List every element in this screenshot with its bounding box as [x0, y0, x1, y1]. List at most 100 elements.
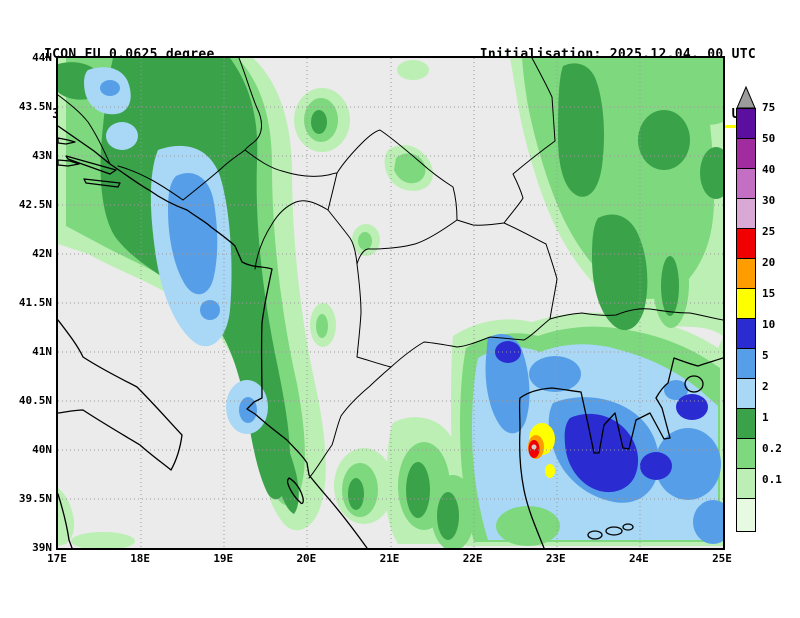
colorbar-label: 5 — [762, 349, 769, 362]
border-line — [182, 149, 246, 201]
x-tick-label: 22E — [462, 552, 483, 565]
border-line — [336, 129, 458, 221]
colorbar-segment — [736, 468, 756, 499]
colorbar-label: 30 — [762, 194, 776, 207]
colorbar-label: 2 — [762, 380, 769, 393]
precip-area — [394, 153, 426, 184]
precip-area — [397, 60, 429, 80]
island-outline — [58, 159, 80, 167]
colorbar-segment — [736, 378, 756, 409]
island-outline — [83, 178, 121, 188]
border-line — [503, 58, 556, 224]
coastline-italy — [58, 319, 183, 471]
precip-area — [100, 80, 120, 96]
colorbar-boxes — [736, 108, 756, 532]
colorbar-label: 25 — [762, 225, 776, 238]
island-outline — [58, 137, 76, 145]
colorbar-label: 15 — [762, 287, 776, 300]
y-tick-label: 42N — [32, 247, 52, 260]
border-line — [549, 308, 723, 321]
x-tick-label: 21E — [379, 552, 400, 565]
y-tick-label: 39N — [32, 541, 52, 554]
precip-area — [655, 428, 721, 500]
precip-area — [638, 110, 690, 170]
precip-area — [664, 380, 688, 400]
border-line — [390, 318, 551, 368]
y-tick-label: 43N — [32, 149, 52, 162]
y-tick-label: 40N — [32, 443, 52, 456]
border-line — [356, 219, 458, 265]
y-tick-label: 41N — [32, 345, 52, 358]
border-line — [58, 94, 111, 165]
colorbar-segment — [736, 498, 756, 532]
colorbar-label: 50 — [762, 132, 776, 145]
precip-area — [670, 58, 723, 125]
colorbar-segment — [736, 438, 756, 469]
x-tick-label: 19E — [213, 552, 234, 565]
colorbar-label: 0.2 — [762, 442, 782, 455]
x-tick-label: 23E — [545, 552, 566, 565]
colorbar-label: 20 — [762, 256, 776, 269]
border-line — [503, 222, 558, 320]
x-tick-label: 25E — [712, 552, 732, 565]
island-outline — [622, 523, 634, 531]
island-corfu — [286, 477, 304, 505]
x-tick-label: 17E — [47, 552, 67, 565]
colorbar-segment — [736, 168, 756, 199]
border-line — [356, 263, 392, 368]
precip-area — [496, 506, 560, 546]
precip-area — [200, 300, 220, 320]
y-tick-label: 41.5N — [18, 296, 52, 309]
precip-area — [348, 478, 364, 510]
precip-area — [485, 334, 530, 434]
colorbar-segment — [736, 138, 756, 169]
island-outline — [605, 526, 623, 536]
coastline-aegean — [518, 357, 723, 548]
border-layer — [58, 58, 723, 479]
precip-area — [495, 341, 521, 363]
island-outline — [587, 530, 603, 540]
x-tick-label: 18E — [130, 552, 151, 565]
y-tick-label: 39.5N — [18, 492, 52, 505]
precip-area — [693, 500, 723, 544]
precip-area — [71, 532, 135, 548]
precip-layer — [58, 58, 723, 548]
coastline-calabria — [58, 493, 73, 548]
colorbar-label: 1 — [762, 411, 769, 424]
colorbar-segment — [736, 258, 756, 289]
precip-area — [529, 356, 581, 392]
precip-area — [406, 462, 430, 518]
border-line — [327, 209, 358, 265]
precip-area — [592, 214, 648, 331]
precip-area — [700, 147, 723, 199]
precip-area — [106, 122, 138, 150]
border-line — [244, 149, 338, 177]
precipitation-map — [56, 56, 725, 550]
border-line — [238, 58, 262, 151]
coastline-adriatic-east — [58, 125, 368, 548]
colorbar-label: 0.1 — [762, 473, 782, 486]
y-tick-label: 42.5N — [18, 198, 52, 211]
colorbar-segment — [736, 318, 756, 349]
precip-area — [168, 172, 218, 295]
y-tick-label: 40.5N — [18, 394, 52, 407]
precip-area — [311, 110, 327, 134]
precip-area — [545, 464, 555, 478]
colorbar-label: 10 — [762, 318, 776, 331]
colorbar-segment — [736, 408, 756, 439]
precip-area — [271, 418, 299, 514]
precip-max-center — [531, 444, 537, 450]
border-line — [117, 165, 184, 201]
border-line — [327, 172, 338, 211]
precip-area — [640, 452, 672, 480]
precip-area — [316, 314, 328, 338]
precip-area — [358, 232, 372, 250]
precip-area — [676, 394, 708, 420]
colorbar-segment — [736, 288, 756, 319]
precip-area — [58, 488, 75, 546]
precip-area — [558, 63, 604, 197]
island-thasos — [684, 375, 704, 393]
x-tick-label: 24E — [628, 552, 649, 565]
colorbar-arrow — [736, 86, 756, 108]
island-outline — [65, 155, 117, 175]
